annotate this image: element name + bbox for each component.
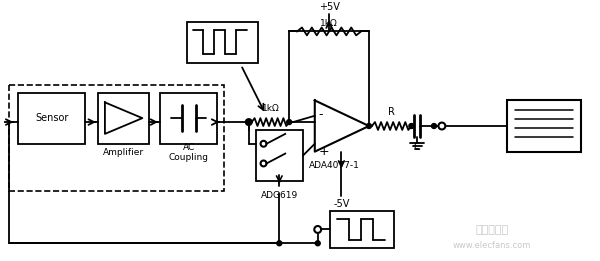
- Text: -: -: [319, 108, 323, 121]
- Circle shape: [409, 123, 414, 128]
- Text: 1kΩ: 1kΩ: [320, 20, 338, 28]
- Circle shape: [277, 241, 282, 246]
- Text: +: +: [319, 145, 329, 158]
- Bar: [329, 211, 394, 248]
- Text: Amplifier: Amplifier: [103, 148, 144, 157]
- Circle shape: [431, 123, 436, 128]
- Circle shape: [287, 120, 292, 124]
- Bar: [507, 100, 581, 152]
- Text: www.elecfans.com: www.elecfans.com: [453, 241, 532, 250]
- Text: C: C: [414, 142, 421, 152]
- Bar: [10, 85, 224, 191]
- Text: R: R: [388, 107, 395, 117]
- Text: ADA4077-1: ADA4077-1: [309, 162, 360, 170]
- Bar: [187, 22, 257, 63]
- Bar: [256, 130, 303, 181]
- Text: -5V: -5V: [333, 199, 350, 209]
- Text: ADG619: ADG619: [260, 191, 298, 200]
- Circle shape: [315, 241, 320, 246]
- Text: 1kΩ: 1kΩ: [262, 104, 280, 113]
- Text: AC
Coupling: AC Coupling: [169, 143, 209, 162]
- Text: Sensor: Sensor: [35, 113, 68, 123]
- Bar: [160, 92, 217, 144]
- Circle shape: [247, 120, 251, 124]
- Circle shape: [367, 123, 371, 128]
- Bar: [98, 92, 149, 144]
- Text: 电子发烧友: 电子发烧友: [476, 226, 509, 235]
- Bar: [18, 92, 85, 144]
- Text: +5V: +5V: [319, 2, 340, 12]
